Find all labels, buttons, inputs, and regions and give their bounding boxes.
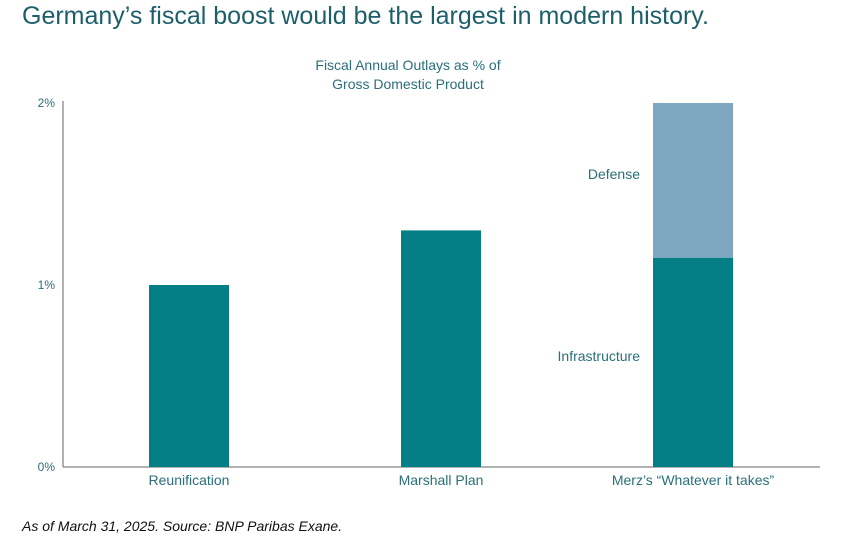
bar-2-infrastructure	[653, 257, 733, 467]
bar-2-defense	[653, 103, 733, 258]
y-tick-label-1: 1%	[38, 278, 56, 292]
x-category-label-1: Marshall Plan	[399, 472, 484, 488]
bar-0-infrastructure	[149, 285, 229, 467]
y-tick-label-0: 0%	[38, 460, 56, 474]
chart-subtitle-line-2: Gross Domestic Product	[332, 76, 484, 92]
y-tick-label-2: 2%	[38, 96, 56, 110]
bar-1-infrastructure	[401, 230, 481, 467]
x-category-label-0: Reunification	[149, 472, 230, 488]
headline: Germany’s fiscal boost would be the larg…	[22, 2, 709, 30]
segment-label-infrastructure: Infrastructure	[558, 348, 641, 364]
chart-subtitle-line-1: Fiscal Annual Outlays as % of	[315, 57, 500, 73]
segment-label-defense: Defense	[588, 166, 640, 182]
source-footnote: As of March 31, 2025. Source: BNP Pariba…	[22, 518, 343, 534]
x-category-label-2: Merz’s “Whatever it takes”	[612, 472, 775, 488]
